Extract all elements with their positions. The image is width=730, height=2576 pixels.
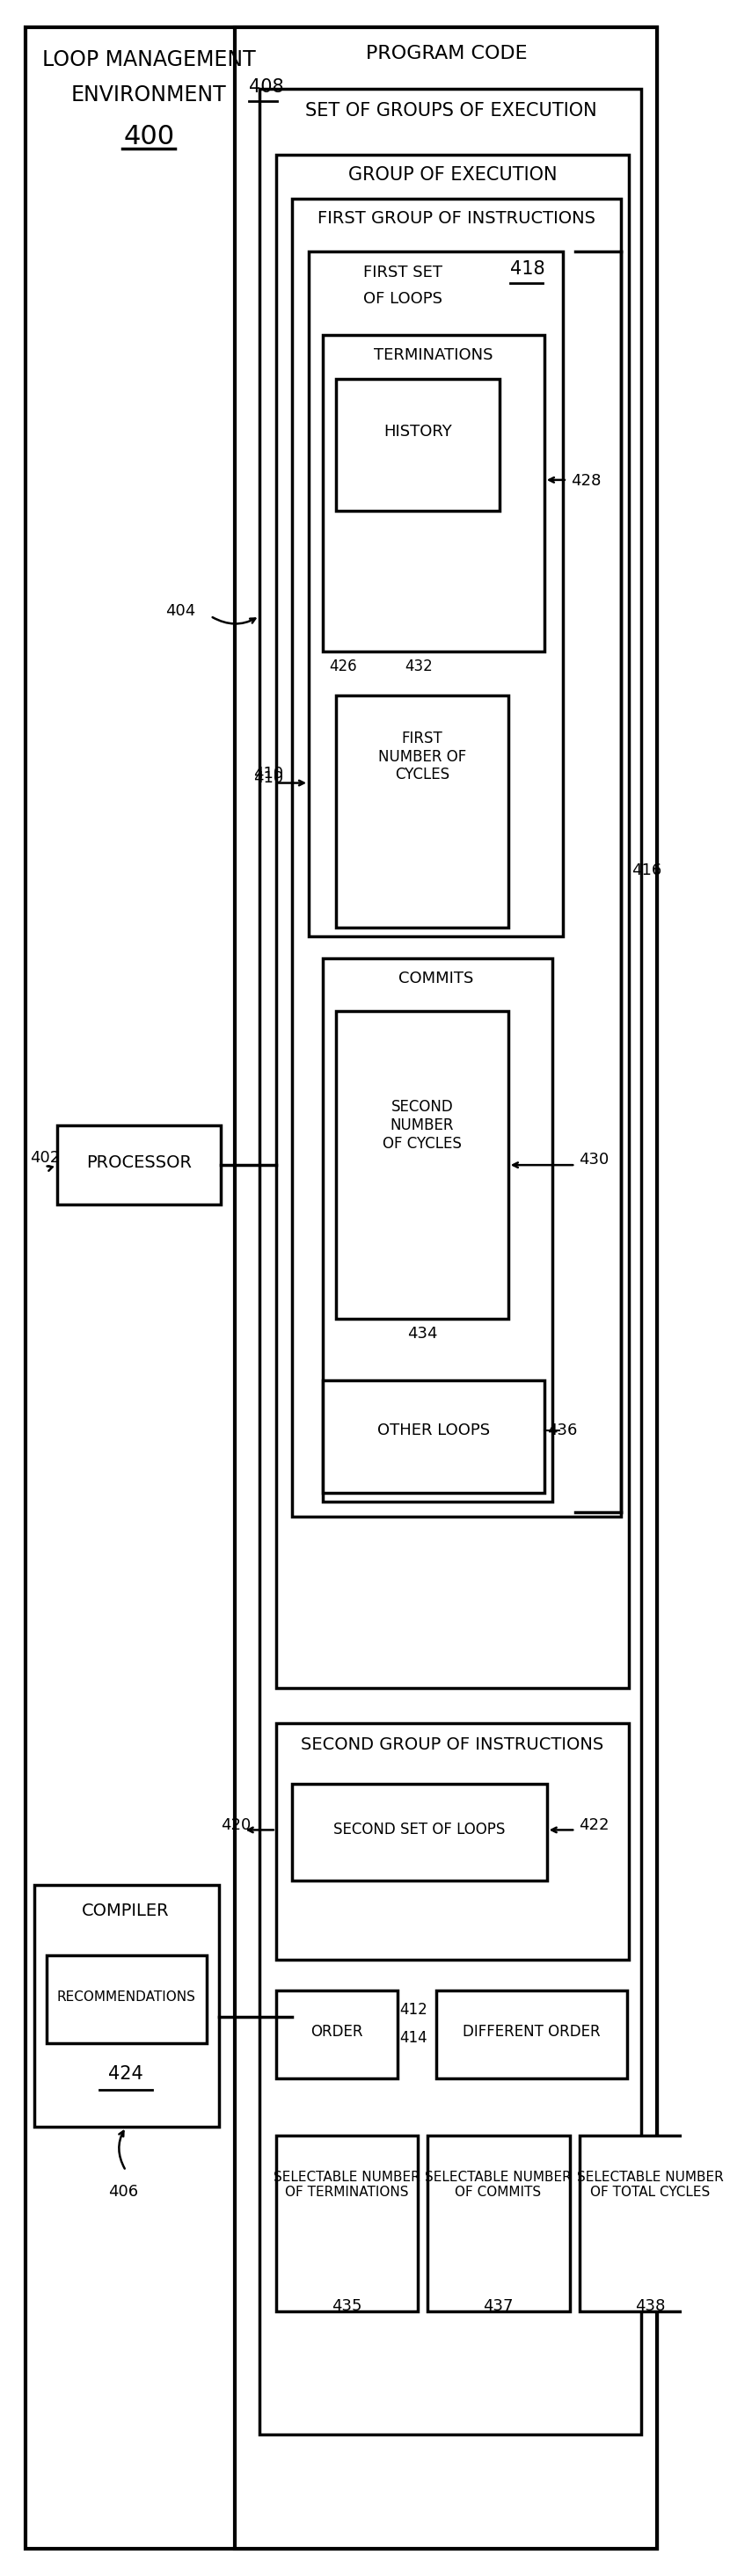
Text: 438: 438 (635, 2298, 665, 2313)
Bar (235, 28, 658, 2548)
Text: HISTORY: HISTORY (384, 422, 452, 440)
Bar (276, 1723, 629, 1960)
Text: 428: 428 (572, 474, 602, 489)
Text: SELECTABLE NUMBER
OF TERMINATIONS: SELECTABLE NUMBER OF TERMINATIONS (273, 2172, 420, 2200)
Text: SELECTABLE NUMBER
OF COMMITS: SELECTABLE NUMBER OF COMMITS (425, 2172, 572, 2200)
Text: LOOP MANAGEMENT: LOOP MANAGEMENT (42, 49, 255, 70)
Text: SECOND
NUMBER
OF CYCLES: SECOND NUMBER OF CYCLES (383, 1100, 461, 1151)
Bar (309, 252, 563, 938)
Text: 418: 418 (510, 260, 545, 278)
Text: RECOMMENDATIONS: RECOMMENDATIONS (56, 1991, 196, 2004)
Bar (436, 1991, 627, 2079)
Text: FIRST GROUP OF INSTRUCTIONS: FIRST GROUP OF INSTRUCTIONS (318, 211, 596, 227)
Bar (46, 1955, 207, 2043)
Text: 416: 416 (631, 863, 661, 878)
Text: PROGRAM CODE: PROGRAM CODE (366, 46, 527, 62)
Bar (336, 1012, 508, 1319)
Text: 437: 437 (483, 2298, 513, 2313)
Text: ORDER: ORDER (310, 2025, 363, 2040)
Text: 430: 430 (579, 1151, 609, 1167)
Text: ENVIRONMENT: ENVIRONMENT (71, 85, 226, 106)
Text: SECOND GROUP OF INSTRUCTIONS: SECOND GROUP OF INSTRUCTIONS (301, 1736, 604, 1752)
Bar (580, 2136, 721, 2311)
Bar (276, 2136, 418, 2311)
Bar (293, 198, 620, 1517)
Text: PROCESSOR: PROCESSOR (86, 1154, 192, 1170)
Text: FIRST SET: FIRST SET (364, 265, 442, 281)
Text: 436: 436 (548, 1422, 577, 1437)
Text: COMMITS: COMMITS (399, 971, 474, 987)
Bar (323, 958, 553, 1502)
Bar (276, 155, 629, 1687)
Text: 410: 410 (253, 765, 283, 781)
Text: 424: 424 (109, 2066, 143, 2084)
Text: 404: 404 (165, 603, 196, 618)
Text: SECOND SET OF LOOPS: SECOND SET OF LOOPS (334, 1821, 505, 1837)
Text: OF LOOPS: OF LOOPS (364, 291, 442, 307)
Bar (336, 696, 508, 927)
Text: 414: 414 (400, 2030, 428, 2045)
Text: 435: 435 (331, 2298, 362, 2313)
Text: 422: 422 (579, 1819, 609, 1834)
Text: 410: 410 (253, 770, 283, 786)
Text: TERMINATIONS: TERMINATIONS (374, 348, 493, 363)
Text: 402: 402 (30, 1149, 60, 1167)
Bar (293, 1785, 547, 1880)
Text: GROUP OF EXECUTION: GROUP OF EXECUTION (348, 167, 557, 183)
Bar (428, 2136, 569, 2311)
Bar (276, 1991, 397, 2079)
Text: 408: 408 (249, 77, 284, 95)
Text: 432: 432 (405, 659, 433, 675)
Text: SET OF GROUPS OF EXECUTION: SET OF GROUPS OF EXECUTION (305, 103, 596, 121)
Bar (57, 1126, 221, 1206)
Text: DIFFERENT ORDER: DIFFERENT ORDER (462, 2025, 600, 2040)
Text: 420: 420 (221, 1819, 251, 1834)
Text: 434: 434 (407, 1327, 437, 1342)
Text: SELECTABLE NUMBER
OF TOTAL CYCLES: SELECTABLE NUMBER OF TOTAL CYCLES (577, 2172, 723, 2200)
Text: FIRST
NUMBER OF
CYCLES: FIRST NUMBER OF CYCLES (378, 732, 466, 783)
Bar (336, 379, 500, 510)
Text: 406: 406 (108, 2184, 138, 2200)
Bar (323, 1381, 545, 1492)
Bar (323, 335, 545, 652)
Text: 426: 426 (329, 659, 357, 675)
Text: COMPILER: COMPILER (82, 1904, 169, 1919)
Text: 412: 412 (400, 2002, 428, 2017)
Bar (260, 90, 641, 2434)
Text: OTHER LOOPS: OTHER LOOPS (377, 1422, 490, 1437)
Bar (34, 1886, 218, 2128)
Text: 400: 400 (123, 124, 174, 149)
